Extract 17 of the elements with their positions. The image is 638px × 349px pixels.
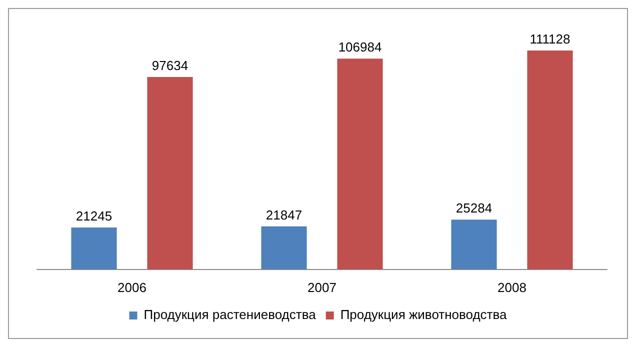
x-tick-label: 2008 [498, 280, 526, 295]
data-label: 111128 [530, 32, 570, 47]
bar [451, 220, 497, 270]
bar [261, 226, 307, 270]
legend-label: Продукция животноводства [340, 307, 508, 322]
bar [527, 50, 573, 270]
data-label: 97634 [152, 58, 188, 74]
x-tick-label: 2006 [118, 280, 146, 295]
legend-label: Продукция растениеводства [144, 307, 317, 322]
bar [147, 77, 193, 270]
data-label: 25284 [456, 200, 492, 216]
data-label: 21847 [266, 207, 302, 222]
data-label: 106984 [338, 40, 382, 55]
data-label: 21245 [76, 208, 112, 224]
bar [71, 228, 117, 270]
bar [337, 58, 383, 270]
x-tick-label: 2007 [308, 280, 336, 295]
